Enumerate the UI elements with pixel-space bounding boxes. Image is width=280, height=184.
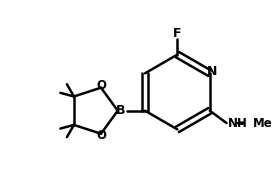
Text: B: B: [116, 104, 125, 117]
Text: O: O: [96, 129, 106, 142]
Text: Me: Me: [253, 117, 273, 130]
Text: NH: NH: [227, 117, 247, 130]
Text: O: O: [96, 79, 106, 92]
Text: N: N: [207, 66, 218, 79]
Text: F: F: [173, 27, 182, 40]
